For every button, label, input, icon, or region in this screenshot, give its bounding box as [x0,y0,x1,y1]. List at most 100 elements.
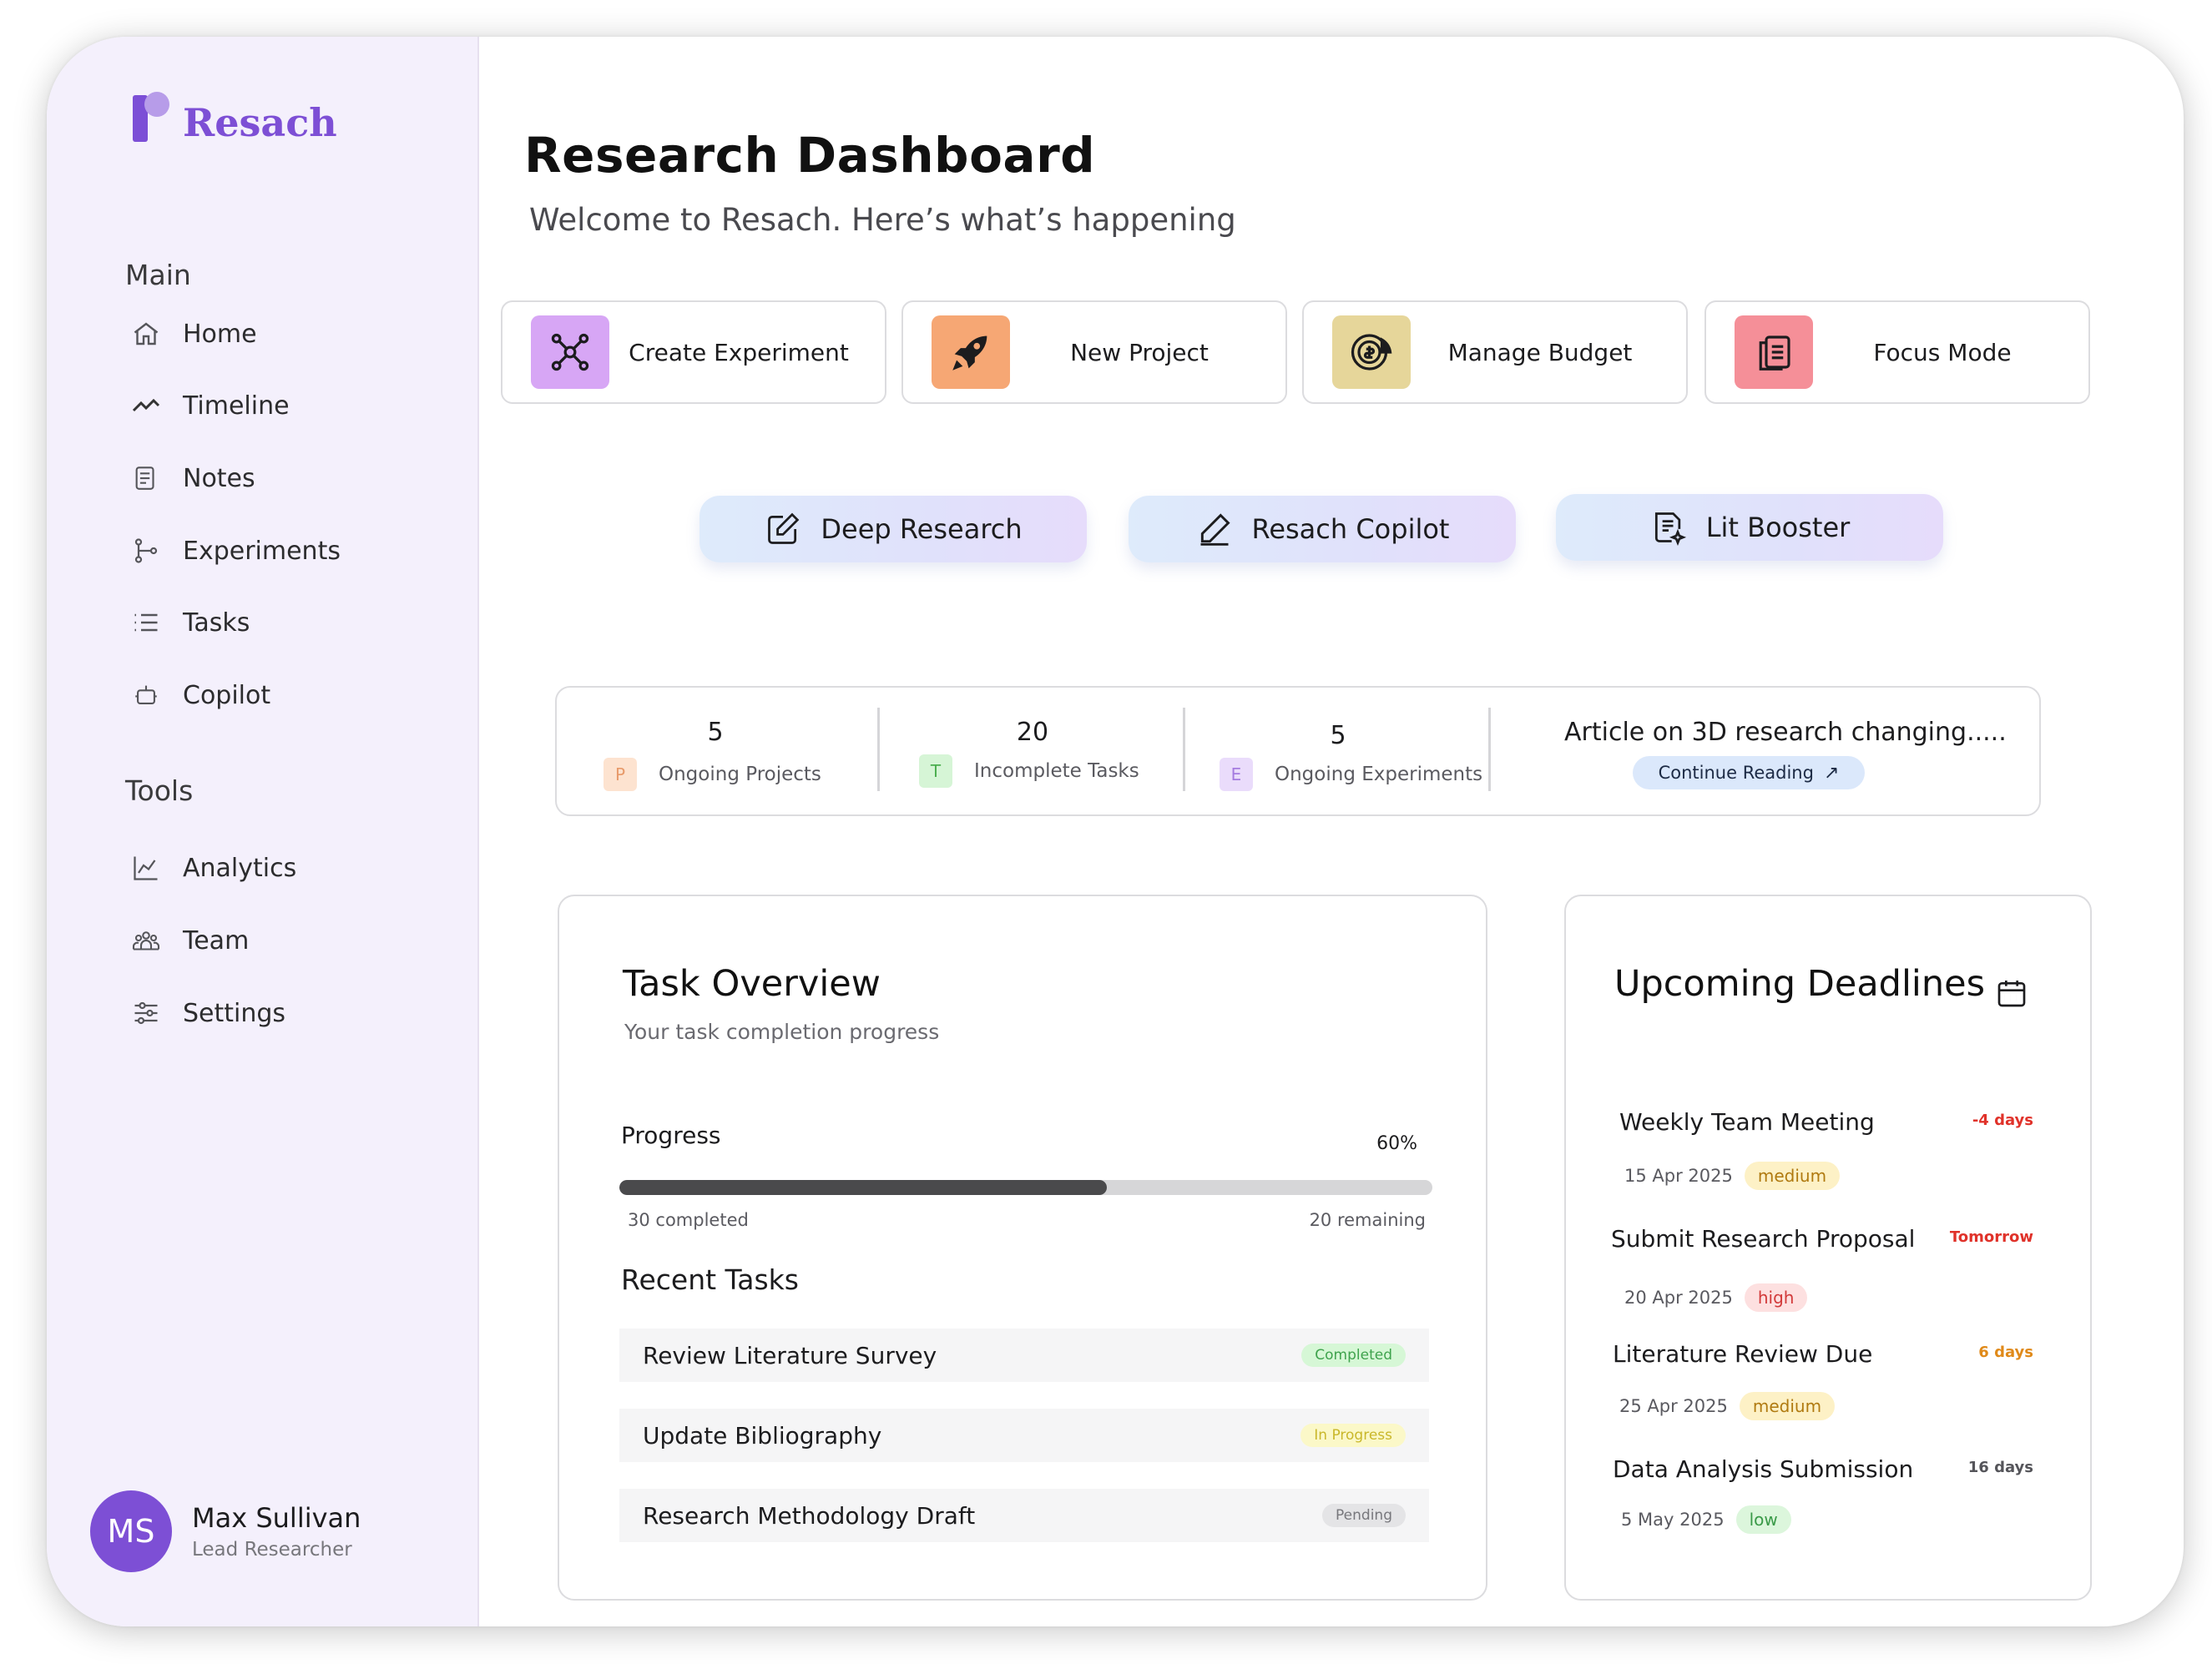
progress-fill [619,1180,1108,1195]
calendar-icon[interactable] [1995,976,2028,1010]
table-row[interactable]: Research Methodology Draft Pending [619,1489,1429,1542]
card-title: Task Overview [623,963,881,1005]
divider [1183,708,1185,791]
priority-badge: medium [1744,1162,1841,1190]
sidebar-item-tasks[interactable]: Tasks [129,598,446,648]
sidebar-item-notes[interactable]: Notes [129,453,446,503]
stat-label: Ongoing Experiments [1275,764,1483,785]
status-badge: Pending [1322,1504,1406,1527]
task-name: Update Bibliography [643,1421,882,1450]
stat-ongoing-experiments[interactable]: 5 E Ongoing Experiments [1186,688,1490,814]
deadline-date: 15 Apr 2025 [1624,1166,1733,1186]
list-item[interactable]: Literature Review Due 6 days 25 Apr 2025… [1566,1340,2090,1440]
robot-icon [129,678,164,713]
list-item[interactable]: Weekly Team Meeting -4 days 15 Apr 2025 … [1566,1108,2090,1208]
continue-reading-button[interactable]: Continue Reading ↗ [1633,756,1865,789]
section-label-main: Main [125,259,191,291]
quick-action-label: Create Experiment [629,338,849,366]
table-row[interactable]: Update Bibliography In Progress [619,1409,1429,1462]
progress-percent: 60% [1376,1133,1417,1154]
ai-tool-label: Deep Research [821,513,1023,545]
coin-chart-icon [1332,315,1411,389]
sidebar-item-home[interactable]: Home [129,309,446,359]
tasks-icon [129,605,164,640]
home-icon [129,316,164,351]
deep-research-button[interactable]: Deep Research [699,496,1087,562]
deadline-date: 25 Apr 2025 [1619,1396,1728,1416]
sidebar-item-analytics[interactable]: Analytics [129,843,446,893]
team-icon [129,923,164,958]
page-subtitle: Welcome to Resach. Here’s what’s happeni… [529,202,1236,238]
deadline-due: Tomorrow [1949,1228,2033,1246]
deadline-date: 5 May 2025 [1621,1510,1725,1530]
sidebar-item-label: Tasks [183,608,250,638]
avatar: MS [90,1490,172,1572]
user-name: Max Sullivan [192,1502,361,1534]
lit-booster-button[interactable]: Lit Booster [1556,494,1943,561]
priority-badge: low [1735,1505,1791,1534]
deadline-date: 20 Apr 2025 [1624,1288,1733,1308]
deadline-name: Literature Review Due [1613,1340,1873,1368]
stat-incomplete-tasks[interactable]: 20 T Incomplete Tasks [881,688,1184,814]
sidebar-item-settings[interactable]: Settings [129,988,446,1038]
resach-copilot-button[interactable]: Resach Copilot [1129,496,1516,562]
sidebar-item-label: Notes [183,463,255,493]
focus-mode-button[interactable]: Focus Mode [1704,300,2090,404]
new-project-button[interactable]: New Project [901,300,1287,404]
section-label-tools: Tools [125,774,194,807]
create-experiment-button[interactable]: Create Experiment [501,300,886,404]
article-title[interactable]: Article on 3D research changing..... [1564,718,2007,747]
list-item[interactable]: Data Analysis Submission 16 days 5 May 2… [1566,1455,2090,1556]
deadline-due: 16 days [1967,1459,2033,1476]
sidebar-item-label: Experiments [183,536,341,566]
completed-count: 30 completed [628,1210,749,1230]
task-name: Review Literature Survey [643,1341,937,1369]
brand-name: Resach [183,100,337,145]
user-profile[interactable]: MS Max Sullivan Lead Researcher [90,1490,361,1572]
sidebar: Resach Main Home Timeline Notes Experi [47,37,479,1626]
status-badge: In Progress [1300,1424,1406,1447]
external-arrow-icon: ↗ [1823,762,1840,784]
brand-logo[interactable]: Resach [133,88,337,145]
network-icon [531,315,609,389]
rocket-icon [932,315,1010,389]
deadline-name: Data Analysis Submission [1613,1455,1914,1483]
sidebar-item-copilot[interactable]: Copilot [129,670,446,720]
sidebar-item-label: Team [183,925,250,956]
divider [877,708,880,791]
quick-action-label: Manage Budget [1447,338,1633,366]
experiments-icon [129,533,164,568]
sidebar-item-label: Analytics [183,853,297,883]
edit-square-icon [764,510,802,548]
ai-tool-label: Lit Booster [1705,512,1851,543]
main-content: Research Dashboard Welcome to Resach. He… [479,37,2184,1626]
stat-ongoing-projects[interactable]: 5 P Ongoing Projects [557,688,874,814]
experiments-badge-icon: E [1220,758,1253,791]
card-title: Upcoming Deadlines [1614,963,1985,1005]
stat-label: Ongoing Projects [659,764,821,785]
progress-label: Progress [621,1122,721,1149]
stats-bar: 5 P Ongoing Projects 20 T Incomplete Tas… [555,686,2041,816]
sidebar-item-label: Home [183,319,257,349]
remaining-count: 20 remaining [1309,1210,1426,1230]
tasks-badge-icon: T [919,754,952,788]
list-item[interactable]: Submit Research Proposal Tomorrow 20 Apr… [1566,1225,2090,1325]
user-role: Lead Researcher [192,1539,352,1561]
sidebar-item-experiments[interactable]: Experiments [129,526,446,576]
documents-icon [1735,315,1813,389]
task-overview-card: Task Overview Your task completion progr… [558,895,1487,1601]
document-sparkle-icon [1649,508,1688,547]
sidebar-item-timeline[interactable]: Timeline [129,381,446,431]
app-window: Resach Main Home Timeline Notes Experi [47,37,2184,1626]
settings-icon [129,996,164,1031]
analytics-icon [129,850,164,885]
sidebar-item-team[interactable]: Team [129,915,446,966]
manage-budget-button[interactable]: Manage Budget [1302,300,1688,404]
upcoming-deadlines-card: Upcoming Deadlines Weekly Team Meeting -… [1564,895,2092,1601]
deadline-name: Weekly Team Meeting [1619,1108,1875,1136]
priority-badge: high [1744,1283,1808,1312]
table-row[interactable]: Review Literature Survey Completed [619,1329,1429,1382]
sidebar-item-label: Timeline [183,391,290,421]
divider [1488,708,1491,791]
stat-value: 5 [707,718,724,747]
